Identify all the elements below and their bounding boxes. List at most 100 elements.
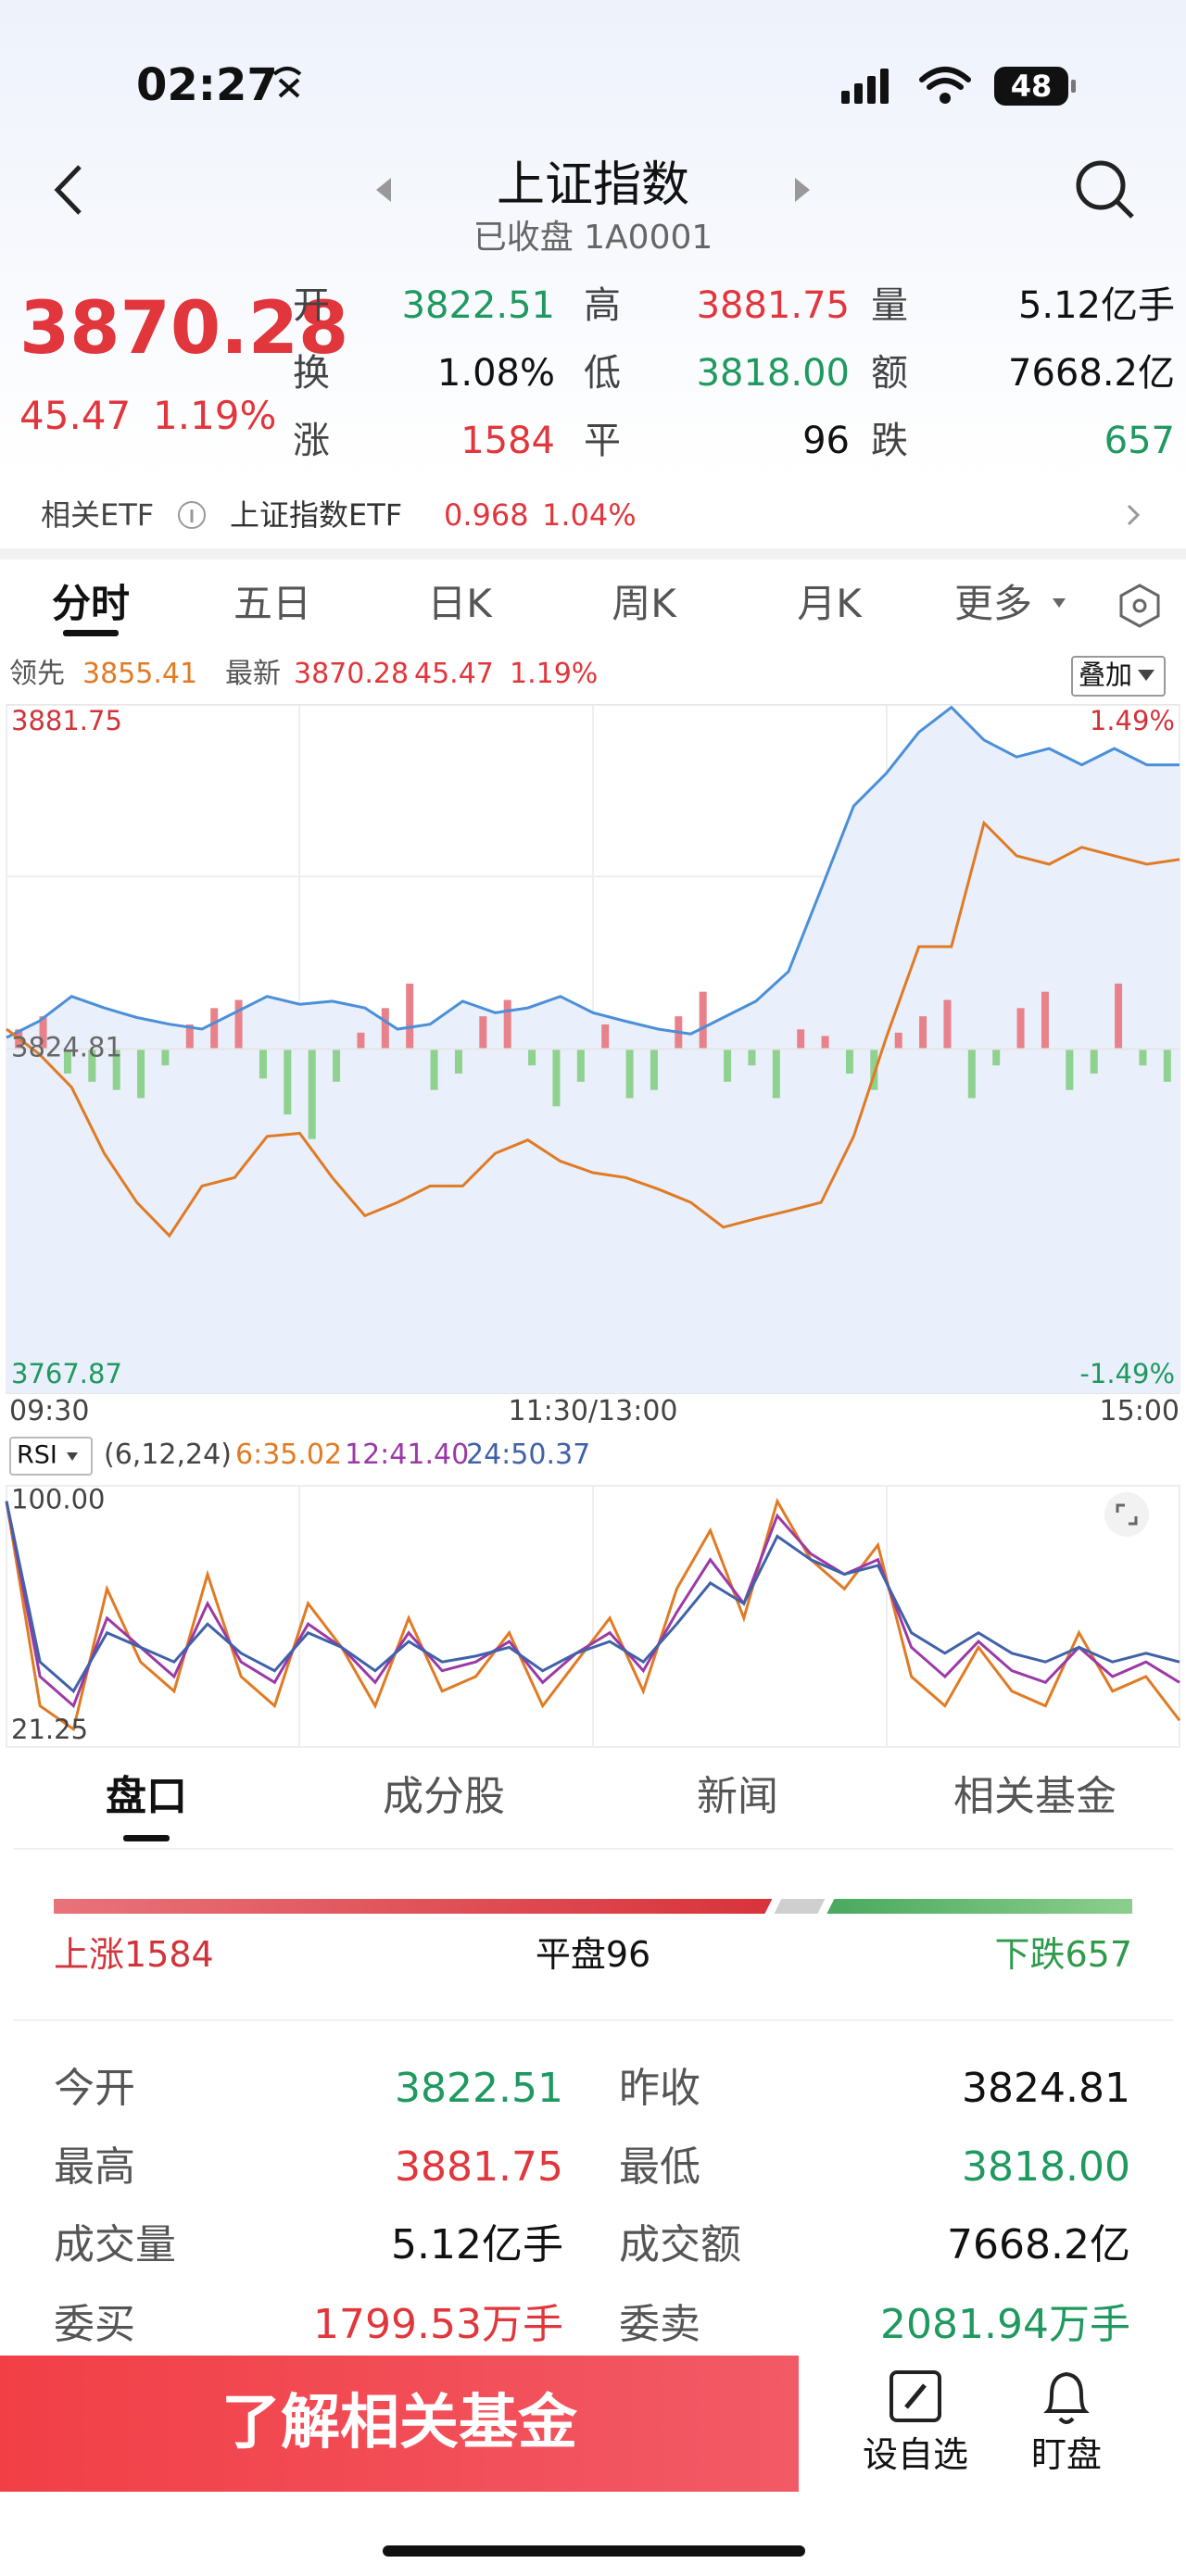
volume-bar	[748, 1049, 756, 1066]
volume-bar	[185, 1024, 194, 1049]
detail-label: 委买	[54, 2301, 135, 2348]
tab[interactable]: 日K	[427, 581, 492, 626]
flat-label: 平盘	[535, 1934, 606, 1975]
tab[interactable]: 周K	[612, 581, 676, 626]
action-label[interactable]: 设自选	[862, 2434, 969, 2475]
prev[interactable]	[376, 178, 391, 202]
tab[interactable]: 更多	[953, 581, 1033, 626]
overlay-label: 叠加	[1079, 659, 1133, 691]
top-bg	[0, 0, 1186, 482]
flat-value: 96	[605, 1934, 651, 1975]
detail-value: 7668.2亿	[947, 2221, 1130, 2268]
footer-icons	[890, 2370, 1090, 2424]
action-label[interactable]: 盯盘	[1030, 2434, 1103, 2475]
intraday-chart: 3881.75 3824.81 3767.87 1.49% -1.49%	[6, 704, 1180, 1394]
battery-level: 48	[1010, 69, 1053, 104]
monitor-icon[interactable]	[1043, 2371, 1090, 2413]
tab[interactable]: 月K	[797, 581, 862, 626]
detail-value: 5.12亿手	[391, 2221, 563, 2268]
y-tick-label: 21.25	[11, 1714, 88, 1745]
volume-bar	[112, 1049, 120, 1090]
volume-bar	[699, 991, 707, 1049]
volume-bar	[88, 1049, 96, 1082]
status-time: 02:27	[136, 59, 278, 111]
volume-bar	[821, 1036, 829, 1049]
etf-icons	[178, 501, 1141, 529]
rsi-line	[5, 1497, 1181, 1732]
stat-value: 7668.2亿	[1008, 352, 1175, 395]
stat-label: 低	[584, 352, 621, 395]
volume-bar	[845, 1049, 853, 1074]
tab[interactable]: 五日	[233, 581, 312, 626]
y-tick-label: 3881.75	[11, 705, 122, 736]
volume-bar	[333, 1049, 341, 1082]
up-label: 上涨	[54, 1934, 125, 1975]
detail-tab[interactable]: 相关基金	[953, 1773, 1117, 1820]
price-line	[6, 820, 1180, 1238]
lead-label: 领先	[9, 658, 65, 690]
detail-label: 今开	[54, 2065, 135, 2112]
next[interactable]	[795, 178, 810, 202]
volume-bar	[210, 1008, 219, 1049]
search[interactable]	[1076, 160, 1126, 210]
detail-label: 昨收	[619, 2065, 700, 2112]
latest-pct: 1.19%	[510, 658, 599, 690]
divider	[13, 1848, 1173, 1850]
back[interactable]	[54, 165, 82, 215]
volume-bar	[894, 1032, 902, 1049]
tab[interactable]: 分时	[51, 581, 131, 626]
expand-button[interactable]	[1104, 1492, 1149, 1537]
detail-tab[interactable]: 盘口	[106, 1773, 187, 1820]
stat-value: 5.12亿手	[1017, 284, 1175, 327]
price-line	[6, 705, 1180, 1039]
detail-label: 成交量	[54, 2221, 176, 2268]
volume-bar	[137, 1049, 145, 1099]
volume-bar	[528, 1049, 536, 1066]
volume-bar	[503, 999, 511, 1049]
expand-icon	[1116, 1503, 1138, 1526]
rsi-legend: 24:50.37	[466, 1439, 591, 1471]
flat-segment	[774, 1899, 826, 1914]
lead-value: 3855.41	[82, 658, 198, 690]
stat-label: 换	[293, 352, 330, 395]
watch-icon[interactable]	[890, 2370, 941, 2422]
etf-label: 相关ETF	[41, 497, 155, 533]
stat-label: 量	[871, 284, 908, 327]
flat-count: 平盘96	[536, 1937, 650, 1972]
settings[interactable]	[1119, 584, 1160, 628]
volume-bar	[1115, 983, 1123, 1049]
volume-bar	[1016, 1008, 1025, 1049]
volume-bar	[724, 1049, 732, 1082]
rsi-chart: 100.00 21.25	[5, 1485, 1181, 1748]
tab-underline	[123, 1835, 170, 1841]
price: 3870.28	[19, 287, 349, 371]
etf-row[interactable]	[0, 482, 1186, 548]
detail-tab[interactable]: 新闻	[697, 1773, 778, 1820]
indicator-button[interactable]	[9, 1437, 93, 1476]
latest-value: 3870.28	[294, 658, 410, 690]
detail-label: 委卖	[619, 2301, 700, 2348]
subtitle: 已收盘 1A0001	[473, 219, 713, 257]
tab-decor	[63, 584, 1160, 636]
detail-tab[interactable]: 成分股	[383, 1773, 505, 1820]
etf-name: 上证指数ETF	[230, 497, 403, 533]
y2-tick-label: 1.49%	[1090, 705, 1175, 736]
volume-bar	[406, 983, 414, 1049]
stat-label: 跌	[871, 420, 908, 462]
y-tick-label: 3824.81	[11, 1032, 122, 1063]
stat-label: 涨	[293, 420, 330, 462]
volume-bar	[992, 1049, 1001, 1066]
separator	[0, 548, 1186, 559]
volume-bar	[454, 1049, 462, 1074]
overlay-button[interactable]	[1071, 656, 1166, 697]
change-pct: 1.19%	[153, 393, 277, 438]
detail-label: 最高	[54, 2143, 135, 2191]
fund-button[interactable]	[0, 2356, 799, 2492]
change: 45.47	[19, 393, 132, 438]
stat-value: 3818.00	[696, 352, 850, 395]
rsi-legend: 12:41.40	[345, 1439, 470, 1471]
volume-bar	[797, 1029, 805, 1049]
plot-frame	[6, 1485, 1180, 1748]
stat-value: 3881.75	[696, 284, 850, 327]
